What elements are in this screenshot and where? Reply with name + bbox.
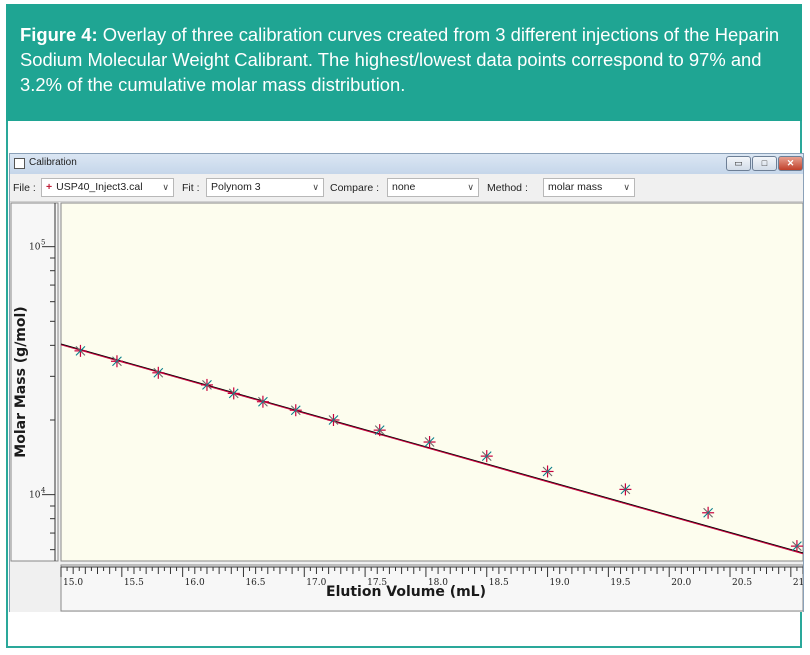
calibration-point <box>619 483 632 496</box>
calibration-point <box>423 436 436 449</box>
calibration-point <box>289 404 302 417</box>
y-tick-exponent: 4 <box>41 487 46 495</box>
marker-diagonal-b <box>328 415 339 425</box>
calibration-chart: Molar Mass (g/mol) Elution Volume (mL) 1… <box>10 202 810 612</box>
marker-diagonal-b <box>153 367 164 378</box>
marker-diagonal-b <box>542 466 553 477</box>
marker-diagonal-b <box>792 541 802 552</box>
chevron-down-icon: ∨ <box>623 182 630 192</box>
x-tick-label: 21.0 <box>793 578 803 588</box>
fit-select[interactable]: Polynom 3 ∨ <box>206 178 324 197</box>
marker-diagonal-b <box>202 380 212 390</box>
y-tick-label: 10 <box>29 491 41 501</box>
x-axis-label: Elution Volume (mL) <box>326 584 486 600</box>
fit-select-value: Polynom 3 <box>211 181 261 193</box>
calibration-point <box>152 366 165 379</box>
x-tick-label: 15.5 <box>124 578 144 588</box>
calibration-point <box>480 450 493 463</box>
y-axis-label: Molar Mass (g/mol) <box>13 306 29 457</box>
marker-diagonal-b <box>620 484 631 495</box>
calibration-point <box>373 424 386 437</box>
fit-curve-line <box>60 343 804 554</box>
calibration-point <box>110 355 123 368</box>
calibration-toolbar: File : + USP40_Inject3.cal ∨ Fit : Polyno… <box>10 175 803 202</box>
file-select-value: USP40_Inject3.cal <box>56 181 143 193</box>
calibration-point <box>200 378 213 391</box>
calibration-point <box>227 387 240 400</box>
x-tick-label: 20.5 <box>732 578 752 588</box>
x-axis: 15.0 15.5 16.0 16.5 17.0 17.5 18.0 18.5 19.0 19.5… <box>60 566 810 588</box>
x-tick-label: 15.0 <box>63 578 83 588</box>
chevron-down-icon: ∨ <box>312 182 319 192</box>
x-tick-label: 17.0 <box>306 578 326 588</box>
calibration-point <box>790 540 803 553</box>
calibration-plot-area: Molar Mass (g/mol) Elution Volume (mL) 1… <box>10 202 810 612</box>
file-series-marker-icon: + <box>46 181 53 193</box>
compare-select-value: none <box>392 181 416 193</box>
file-select[interactable]: + USP40_Inject3.cal ∨ <box>41 178 174 197</box>
calibration-point <box>256 395 269 408</box>
marker-diagonal-b <box>290 405 301 416</box>
x-tick-label: 16.5 <box>245 578 265 588</box>
marker-diagonal-b <box>481 451 492 462</box>
marker-diagonal-b <box>703 507 714 518</box>
chevron-down-icon: ∨ <box>467 182 474 192</box>
y-tick-label: 10 <box>29 243 41 253</box>
x-tick-label: 18.0 <box>428 578 448 588</box>
marker-diagonal-b <box>374 425 385 436</box>
compare-select[interactable]: none ∨ <box>387 178 479 197</box>
maximize-button[interactable]: □ <box>752 156 777 171</box>
marker-diagonal-b <box>424 437 435 447</box>
fit-curve-line <box>60 344 804 555</box>
x-axis-panel <box>60 564 804 612</box>
x-tick-label: 16.0 <box>185 578 205 588</box>
y-axis-panel <box>10 202 59 562</box>
calibration-point <box>541 465 554 478</box>
plot-frame <box>60 202 804 562</box>
calibration-point <box>702 506 715 519</box>
fit-label: Fit : <box>182 182 200 194</box>
marker-diagonal-b <box>228 388 239 399</box>
x-tick-label: 17.5 <box>367 578 387 588</box>
x-tick-label: 19.5 <box>610 578 630 588</box>
method-select-value: molar mass <box>548 181 603 193</box>
method-label: Method : <box>487 182 528 194</box>
calibration-point <box>74 344 87 357</box>
minimize-button[interactable]: ▭ <box>726 156 751 171</box>
x-tick-label: 20.0 <box>671 578 691 588</box>
y-tick-exponent: 5 <box>41 239 45 247</box>
window-titlebar[interactable]: Calibration ▭ □ ✕ <box>10 154 803 174</box>
calibration-window: Calibration ▭ □ ✕ File : + USP40_Inject3.… <box>9 153 810 612</box>
x-tick-label: 19.0 <box>550 578 570 588</box>
figure-caption: Figure 4: Overlay of three calibration c… <box>6 4 802 121</box>
marker-diagonal-b <box>258 396 268 407</box>
chevron-down-icon: ∨ <box>162 182 169 192</box>
caption-text: Overlay of three calibration curves crea… <box>20 24 780 95</box>
marker-diagonal-b <box>75 345 86 356</box>
compare-label: Compare : <box>330 182 380 194</box>
calibration-points <box>74 344 803 553</box>
x-tick-label: 18.5 <box>489 578 509 588</box>
calibration-window-icon <box>14 158 25 169</box>
marker-diagonal-b <box>112 356 122 367</box>
caption-label: Figure 4: <box>20 24 98 45</box>
method-select[interactable]: molar mass ∨ <box>543 178 635 197</box>
fit-curves <box>60 343 804 555</box>
calibration-point <box>327 413 340 426</box>
file-label: File : <box>13 182 36 194</box>
close-button[interactable]: ✕ <box>778 156 803 171</box>
window-title: Calibration <box>29 157 77 168</box>
